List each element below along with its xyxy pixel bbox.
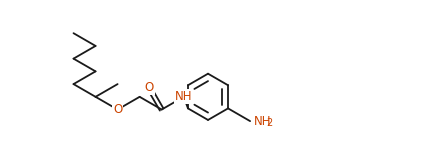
- Text: NH: NH: [254, 115, 271, 128]
- Text: O: O: [113, 103, 122, 116]
- Text: NH: NH: [175, 90, 192, 103]
- Text: O: O: [144, 81, 153, 94]
- Text: 2: 2: [266, 118, 272, 128]
